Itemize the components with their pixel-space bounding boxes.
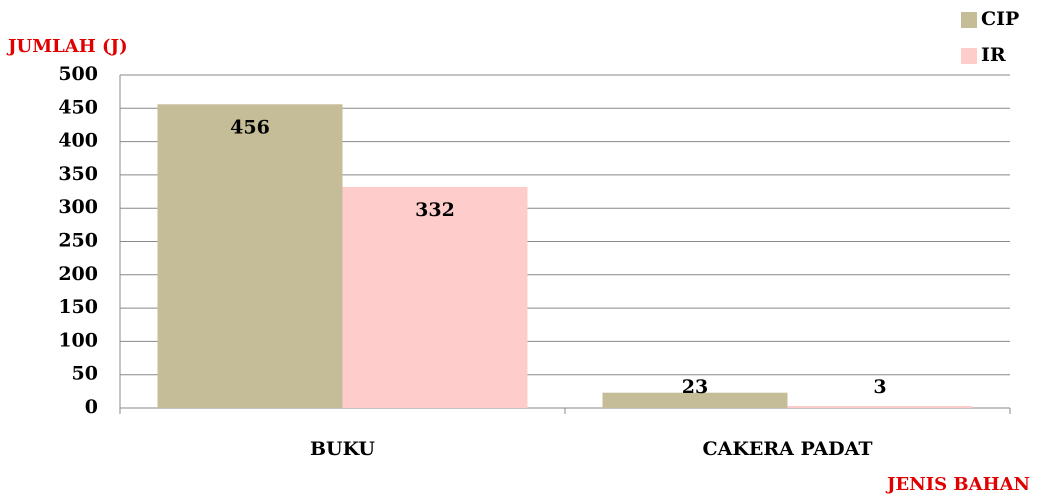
y-tick-label: 200 [58,263,98,285]
x-tick-label: BUKU [310,438,375,460]
bar [342,186,528,408]
x-axis-label: JENIS BAHAN [885,474,1030,495]
y-tick-label: 150 [58,296,98,318]
data-label: 23 [682,376,708,398]
y-tick-label: 50 [72,363,98,385]
legend-label: IR [981,44,1006,66]
y-axis-label: JUMLAH (J) [6,36,128,57]
y-tick-label: 400 [58,130,98,152]
legend-swatch [961,12,977,28]
y-tick-label: 250 [58,230,98,252]
bar [602,392,788,408]
data-label: 332 [415,199,455,221]
y-tick-label: 100 [58,329,98,351]
data-label: 456 [230,116,270,138]
bar [787,406,973,408]
legend-swatch [961,48,977,64]
legend-label: CIP [981,8,1019,30]
y-tick-label: 300 [58,196,98,218]
y-tick-label: 0 [85,396,98,418]
bar [157,104,343,408]
y-tick-label: 350 [58,163,98,185]
data-label: 3 [873,376,886,398]
y-tick-label: 500 [58,63,98,85]
x-tick-label: CAKERA PADAT [703,438,873,460]
y-tick-label: 450 [58,96,98,118]
